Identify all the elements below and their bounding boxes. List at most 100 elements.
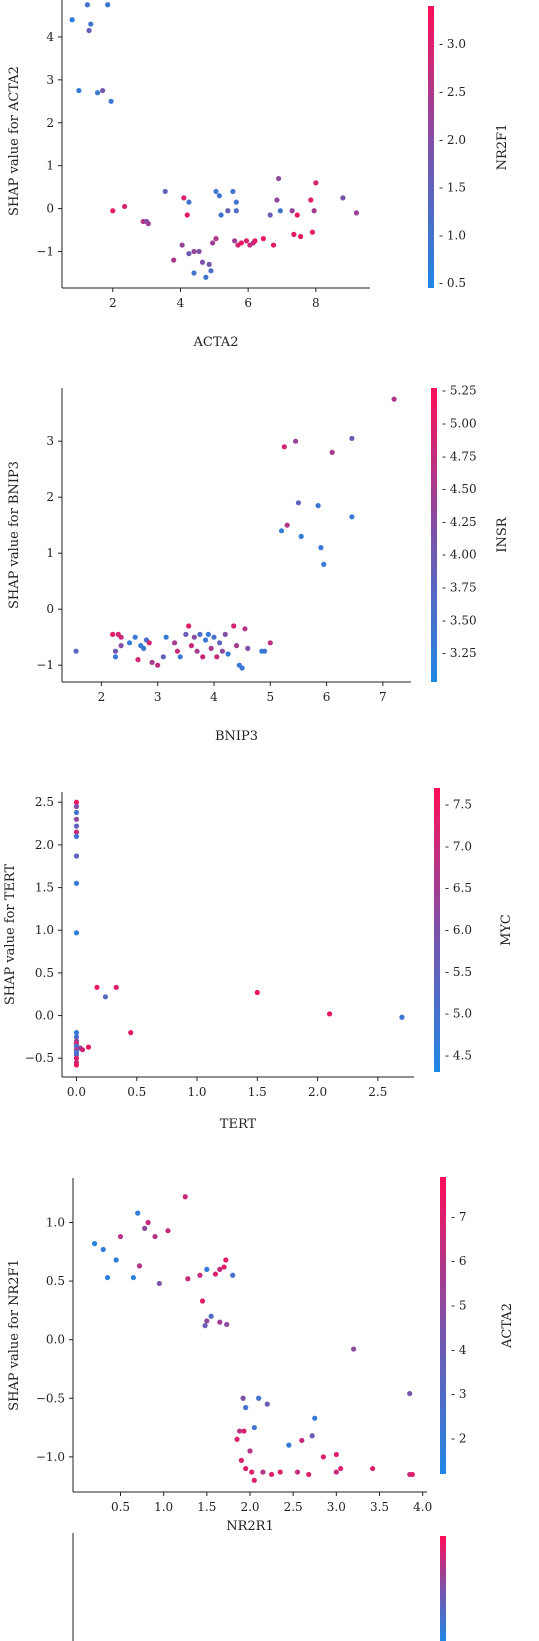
data-point <box>85 1044 92 1050</box>
x-tick-label: 2 <box>98 690 106 704</box>
data-point <box>94 90 101 96</box>
data-point <box>163 634 169 640</box>
data-point <box>349 514 355 520</box>
data-point <box>113 984 119 991</box>
data-point <box>327 1011 333 1017</box>
data-point <box>202 637 209 643</box>
data-point <box>136 1263 143 1269</box>
data-point <box>225 208 231 214</box>
data-point <box>284 522 290 528</box>
data-point <box>135 657 141 663</box>
data-point <box>185 1276 191 1282</box>
data-point <box>234 1436 240 1442</box>
data-point <box>73 823 80 829</box>
data-point <box>295 500 302 506</box>
x-tick-label: 0.0 <box>67 1085 86 1099</box>
data-point <box>197 1272 203 1278</box>
y-tick-label: 0.0 <box>46 1333 65 1347</box>
data-point <box>243 1465 249 1472</box>
data-point <box>333 1451 339 1458</box>
data-point <box>100 87 106 94</box>
data-point <box>212 1271 219 1277</box>
colorbar <box>431 388 437 682</box>
data-point <box>91 1241 98 1247</box>
colorbar-tick-label: - 4 <box>451 1343 467 1357</box>
x-tick-label: 1.0 <box>154 1500 173 1514</box>
colorbar-tick-label: - 2 <box>451 1432 467 1446</box>
data-point <box>232 238 238 244</box>
data-point <box>117 1233 124 1240</box>
data-point <box>245 645 251 651</box>
y-tick-label: 1 <box>46 546 54 560</box>
data-point <box>73 809 80 816</box>
data-point <box>105 2 111 8</box>
x-tick-label: 2.0 <box>308 1085 327 1099</box>
x-tick-label: 4 <box>210 690 218 704</box>
data-point <box>276 175 282 182</box>
data-point <box>313 180 319 186</box>
data-point <box>79 1047 86 1053</box>
data-point <box>194 648 200 654</box>
x-tick-label: 2.5 <box>368 1085 387 1099</box>
data-point <box>73 1055 80 1061</box>
colorbar-label: INSR <box>495 516 510 552</box>
data-point <box>145 221 151 227</box>
y-tick-label: 1.5 <box>35 881 54 895</box>
data-point <box>262 648 268 654</box>
data-point <box>73 1030 80 1036</box>
data-point <box>100 1246 106 1253</box>
data-point <box>73 648 79 654</box>
data-point <box>293 438 299 444</box>
data-point <box>145 1219 151 1226</box>
data-point <box>320 1454 326 1460</box>
x-tick-label: 3.0 <box>327 1500 346 1514</box>
dependence-plot-next-partial <box>72 1533 446 1641</box>
y-tick-label: 0 <box>46 602 54 616</box>
data-point <box>156 1280 162 1287</box>
colorbar-tick-label: - 5 <box>451 1299 467 1313</box>
data-point <box>308 197 314 203</box>
data-point <box>160 654 166 660</box>
y-axis-label: SHAP value for TERT <box>3 864 18 1006</box>
data-point <box>318 545 324 551</box>
y-tick-label: −1 <box>36 658 54 672</box>
data-point <box>217 1266 223 1272</box>
data-point <box>135 1210 141 1216</box>
data-point <box>110 631 116 637</box>
data-point <box>188 643 195 649</box>
x-tick-label: 2 <box>109 296 117 310</box>
x-tick-label: 3.5 <box>370 1500 389 1514</box>
x-tick-label: 2.5 <box>284 1500 303 1514</box>
colorbar-tick-label: - 7.5 <box>445 798 472 812</box>
data-point <box>230 188 236 195</box>
data-point <box>399 1014 405 1020</box>
data-point <box>216 193 222 199</box>
data-point <box>202 1323 208 1329</box>
data-point <box>208 645 214 651</box>
data-point <box>309 1433 315 1439</box>
data-point <box>281 444 287 450</box>
colorbar-label: ACTA2 <box>500 1303 515 1349</box>
data-point <box>126 640 133 646</box>
data-point <box>291 231 297 237</box>
y-tick-label: −0.5 <box>25 1051 54 1065</box>
data-point <box>155 662 161 668</box>
data-point <box>199 1298 206 1304</box>
x-axis-label: BNIP3 <box>215 729 258 740</box>
data-point <box>73 1062 80 1068</box>
data-point <box>247 1448 253 1454</box>
data-point <box>338 1465 344 1472</box>
data-point <box>112 654 119 660</box>
data-point <box>104 1274 111 1281</box>
x-axis-label: ACTA2 <box>193 335 239 350</box>
data-point <box>270 242 277 248</box>
data-point <box>118 643 124 649</box>
y-axis-label: SHAP value for BNIP3 <box>7 461 22 609</box>
data-point <box>200 654 206 660</box>
data-point <box>340 195 346 201</box>
colorbar-tick-label: - 4.25 <box>442 515 477 529</box>
x-tick-label: 4.0 <box>413 1500 432 1514</box>
data-point <box>112 648 119 654</box>
y-tick-label: 2 <box>46 490 54 504</box>
data-point <box>286 1442 292 1448</box>
